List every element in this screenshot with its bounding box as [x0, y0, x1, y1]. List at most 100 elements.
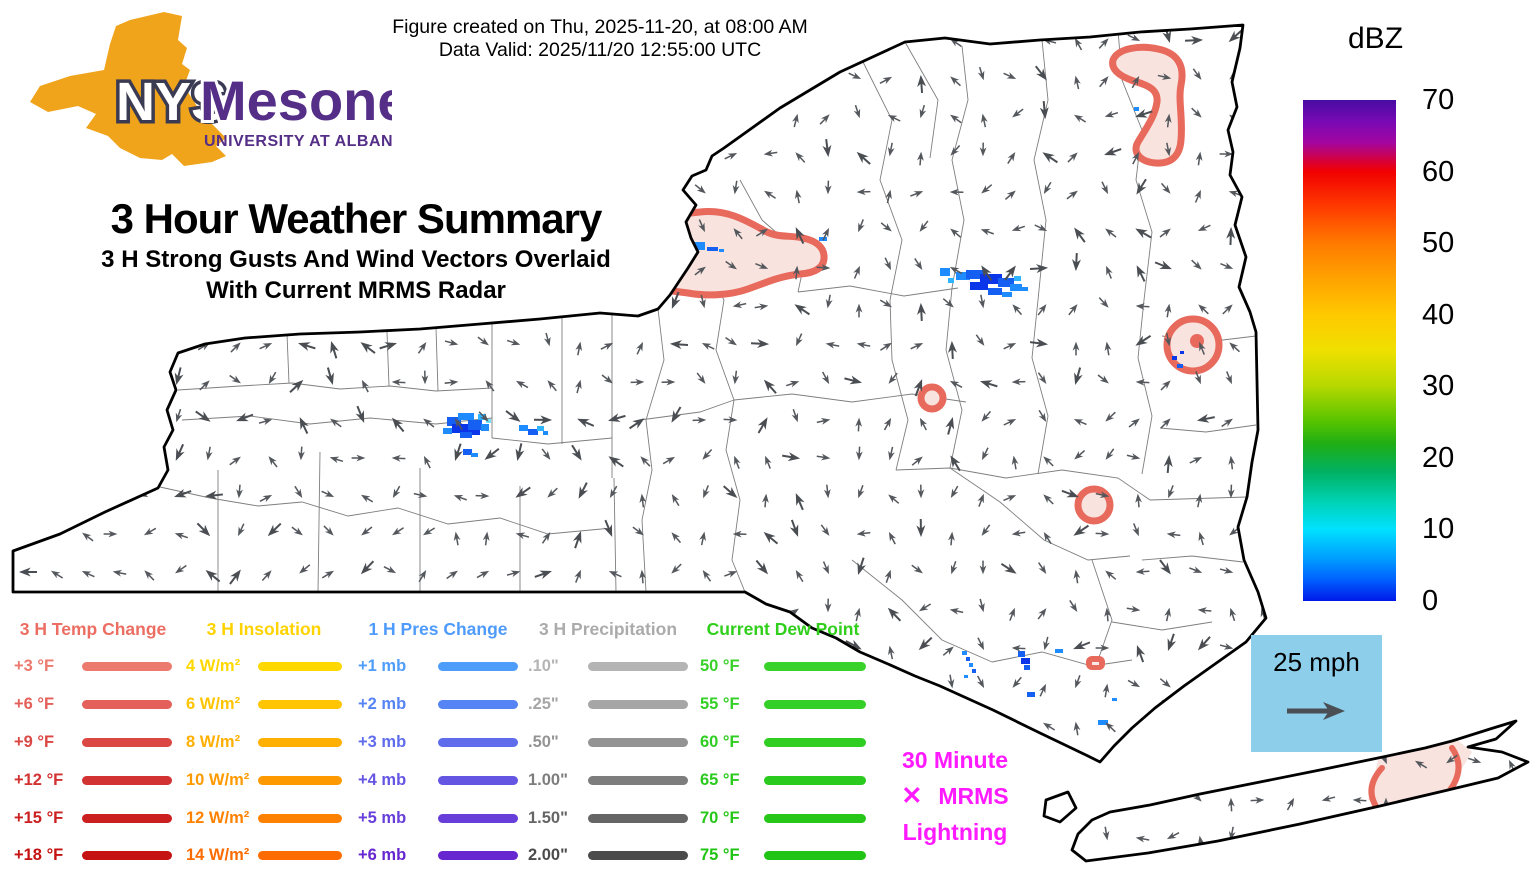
- wind-arrow: [974, 491, 988, 509]
- wind-arrow: [227, 339, 244, 356]
- wind-arrow: [387, 413, 409, 436]
- wind-arrow: [319, 567, 337, 582]
- legend-row: 4 W/m²: [186, 648, 342, 686]
- wind-arrow: [1164, 828, 1182, 843]
- wind-arrow: [1095, 371, 1112, 387]
- logo-name: Mesonet: [200, 69, 392, 132]
- legend-line-sample: [82, 851, 172, 861]
- wind-arrow: [412, 489, 429, 501]
- subtitle-line2: With Current MRMS Radar: [206, 277, 506, 304]
- wind-arrow: [1095, 35, 1112, 52]
- wind-arrow: [513, 377, 531, 392]
- wind-reference-label: 25 mph: [1273, 647, 1360, 677]
- legend-row-label: 55 °F: [700, 695, 740, 714]
- legend-row-label: +18 °F: [14, 846, 64, 865]
- wind-arrow: [945, 673, 957, 690]
- wind-arrow: [1226, 605, 1239, 623]
- wind-arrow: [1129, 521, 1143, 539]
- wind-arrow: [1071, 568, 1082, 585]
- wind-arrow: [225, 565, 246, 588]
- wind-arrow: [482, 377, 498, 394]
- colorbar-tick-50: 50: [1422, 227, 1455, 260]
- radar-pixel: [707, 247, 718, 251]
- legend-row-label: 6 W/m²: [186, 695, 241, 714]
- wind-arrow: [170, 441, 189, 464]
- wind-arrow: [731, 299, 748, 311]
- wind-arrow: [1010, 377, 1027, 387]
- wind-arrow: [692, 181, 709, 197]
- wind-arrow: [1102, 446, 1118, 463]
- wind-arrow: [909, 453, 926, 469]
- wind-arrow: [390, 377, 407, 387]
- wind-arrow: [786, 517, 804, 540]
- wind-arrow: [792, 149, 809, 166]
- wind-arrow: [1036, 681, 1050, 699]
- wind-arrow: [760, 492, 771, 509]
- wind-arrow: [265, 453, 281, 470]
- wind-arrow: [852, 147, 875, 169]
- wind-arrow: [1134, 301, 1151, 311]
- legend-row-label: .10": [528, 657, 559, 676]
- wind-arrow: [291, 483, 306, 501]
- wind-arrow: [974, 635, 988, 653]
- county-line: [797, 285, 959, 297]
- wind-arrow: [914, 633, 936, 655]
- wind-arrow: [749, 337, 771, 350]
- wind-arrow: [257, 339, 275, 353]
- lightning-legend: 30 Minute ✕ MRMS Lightning: [870, 742, 1040, 850]
- wind-arrow: [571, 567, 585, 585]
- wind-arrow: [1098, 179, 1112, 197]
- wind-arrow: [1070, 251, 1083, 273]
- wind-arrow: [1102, 263, 1116, 281]
- wind-arrow: [815, 415, 832, 427]
- wind-arrow: [538, 529, 554, 547]
- wind-arrow: [731, 529, 748, 539]
- wind-arrow: [449, 441, 466, 464]
- legend-line-sample: [438, 775, 518, 785]
- wind-arrow: [1071, 447, 1088, 463]
- legend-row-label: +5 mb: [358, 808, 407, 827]
- wind-arrow: [947, 111, 964, 127]
- lightning-line3: Lightning: [902, 819, 1008, 845]
- wind-arrow: [358, 491, 376, 506]
- radar-pixel: [468, 420, 482, 430]
- legend-row-label: 60 °F: [700, 732, 740, 751]
- wind-arrow: [626, 413, 649, 434]
- legend-line-sample: [764, 775, 866, 785]
- gust-spot-notch: [1092, 662, 1099, 665]
- wind-arrow: [1155, 556, 1176, 579]
- wind-arrow: [823, 597, 833, 614]
- wind-arrow: [854, 416, 864, 433]
- wind-arrow: [1064, 149, 1081, 166]
- wind-arrow: [1159, 25, 1176, 46]
- lightning-line1: 30 Minute: [901, 747, 1009, 773]
- colorbar-title: dBZ: [1348, 22, 1404, 55]
- legend-header: 3 H Precipitation: [538, 619, 678, 639]
- legend-line-sample: [588, 662, 688, 672]
- wind-arrow: [233, 409, 256, 427]
- wind-arrow: [629, 377, 646, 387]
- wind-arrow: [1069, 223, 1090, 246]
- legend-row: 8 W/m²: [186, 724, 342, 762]
- lightning-x-icon: ✕: [901, 782, 923, 810]
- wind-arrow: [909, 561, 926, 577]
- logo-affiliation: UNIVERSITY AT ALBANY: [204, 133, 392, 150]
- legend-row-label: 14 W/m²: [186, 846, 250, 865]
- wind-arrow: [1219, 301, 1236, 318]
- wind-arrow: [443, 336, 460, 349]
- wind-arrow: [789, 407, 802, 425]
- radar-pixel: [460, 432, 472, 438]
- colorbar-tick-30: 30: [1422, 370, 1455, 403]
- wind-arrow: [1188, 104, 1205, 121]
- legend-row: 55 °F: [700, 686, 866, 724]
- wind-arrow: [751, 556, 773, 579]
- wind-arrow: [942, 414, 959, 437]
- wind-arrow: [1069, 520, 1092, 541]
- wind-arrow: [17, 566, 38, 578]
- wind-arrow: [885, 491, 902, 507]
- radar-pixel: [962, 651, 967, 655]
- logo-acronym: NYS: [116, 72, 227, 132]
- wind-arrow: [978, 559, 988, 576]
- wind-arrow: [203, 445, 215, 462]
- legend-row: +3 mb: [358, 724, 518, 762]
